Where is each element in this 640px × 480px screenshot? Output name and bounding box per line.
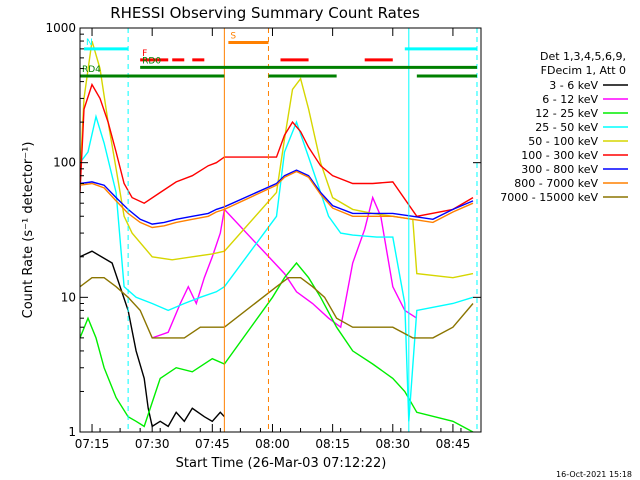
state-label-rd0: RD0 (142, 56, 161, 66)
chart-title: RHESSI Observing Summary Count Rates (110, 4, 420, 22)
plot-frame (79, 27, 482, 433)
x-tick-label-4: 08:15 (315, 437, 350, 451)
series-layer (80, 40, 474, 432)
x-tick-label-3: 08:00 (255, 437, 290, 451)
x-axis-label: Start Time (26-Mar-03 07:12:22) (176, 456, 387, 471)
series-6-12-kev-line (151, 195, 418, 339)
markers-layer (127, 28, 478, 432)
legend-header-line-1: FDecim 1, Att 0 (541, 64, 626, 77)
x-tick-label-5: 08:30 (375, 437, 410, 451)
state-label-n: N (86, 38, 93, 48)
legend-label-300-800-kev: 300 - 800 keV (521, 163, 598, 176)
x-tick-label-2: 07:45 (195, 437, 230, 451)
series-300-800-kev-line (80, 169, 474, 225)
y-tick-label-0: 1 (68, 425, 76, 439)
series-800-7000-kev-line (80, 170, 474, 229)
axis-layer: 07:15 07:30 07:45 08:00 08:15 08:30 08:45 1 10 10… (45, 21, 482, 451)
legend-label-25-50-kev: 25 - 50 keV (535, 121, 598, 134)
timestamp: 16-Oct-2021 15:18 (556, 470, 632, 479)
series-12-25-kev-line (80, 261, 474, 432)
state-label-f: F (142, 49, 147, 59)
legend-label-12-25-kev: 12 - 25 keV (535, 107, 598, 120)
y-tick-label-2: 100 (53, 156, 76, 170)
series-100-300-kev-line (80, 82, 474, 218)
series-7000-15000-kev-line (80, 277, 474, 339)
legend-label-6-12-kev: 6 - 12 keV (542, 93, 598, 106)
x-tick-label-1: 07:30 (135, 437, 170, 451)
y-tick-label-1: 10 (61, 290, 76, 304)
y-axis-label: Count Rate (s⁻¹ detector⁻¹) (21, 142, 36, 319)
series-25-50-kev-line (80, 113, 474, 422)
legend-label-7000-15000-kev: 7000 - 15000 keV (500, 191, 598, 204)
series-50-100-kev-line (80, 40, 474, 279)
legend-label-800-7000-kev: 800 - 7000 keV (514, 177, 598, 190)
legend-label-100-300-kev: 100 - 300 keV (521, 149, 598, 162)
legend-label-50-100-kev: 50 - 100 keV (528, 135, 598, 148)
state-label-rd4: RD4 (82, 65, 101, 75)
state-label-s: S (230, 32, 236, 42)
legend-label-3-6-kev: 3 - 6 keV (549, 79, 598, 92)
legend-header-line-0: Det 1,3,4,5,6,9, (540, 50, 626, 63)
x-tick-label-0: 07:15 (75, 437, 110, 451)
y-tick-label-3: 1000 (45, 21, 76, 35)
series-3-6-kev-line (80, 250, 225, 428)
state-bars-layer: N F S RD0 RD4 (80, 32, 477, 78)
legend: Det 1,3,4,5,6,9,FDecim 1, Att 0 3 - 6 keV… (500, 50, 628, 204)
x-tick-label-6: 08:45 (436, 437, 471, 451)
